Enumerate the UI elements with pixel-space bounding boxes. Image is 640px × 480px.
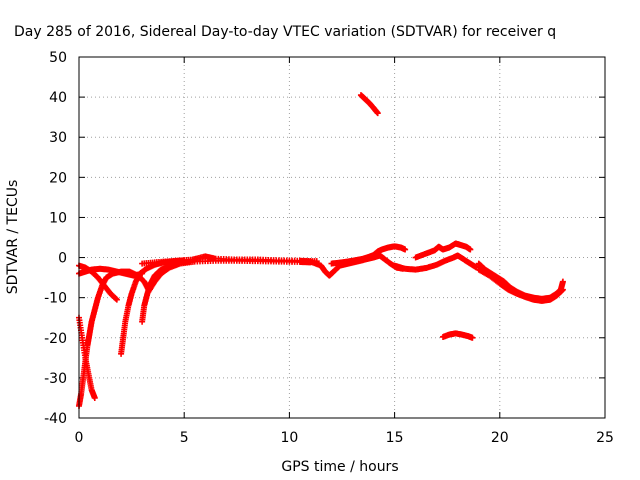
y-tick-label: -40 xyxy=(44,411,67,427)
series-arc-i xyxy=(296,252,407,279)
x-tick-label: 10 xyxy=(280,430,298,446)
data-series xyxy=(76,92,566,409)
y-tick-label: 40 xyxy=(49,90,67,106)
y-tick-label: 30 xyxy=(49,130,67,146)
y-tick-label: 10 xyxy=(49,210,67,226)
series-arc-n xyxy=(439,330,476,341)
y-tick-label: 50 xyxy=(49,50,67,66)
y-axis-label: SDTVAR / TECUs xyxy=(5,180,21,295)
y-tick-label: 0 xyxy=(58,251,67,267)
axis-ticks: 0 5 10 15 20 25 -40 -30 -20 -10 0 10 20 30 40 50 xyxy=(44,50,614,446)
y-tick-label: -20 xyxy=(44,331,67,347)
grid xyxy=(79,57,605,418)
series-arc-l xyxy=(391,252,480,273)
data-point xyxy=(559,286,566,293)
y-tick-label: -10 xyxy=(44,291,67,307)
data-point xyxy=(113,296,120,303)
data-point xyxy=(402,246,409,253)
x-tick-label: 0 xyxy=(75,430,84,446)
series-arc-k xyxy=(357,92,381,117)
x-tick-label: 25 xyxy=(596,430,614,446)
x-axis-label: GPS time / hours xyxy=(281,459,398,475)
x-tick-label: 5 xyxy=(180,430,189,446)
y-tick-label: -30 xyxy=(44,371,67,387)
data-point xyxy=(469,334,476,341)
series-arc-h xyxy=(139,253,320,267)
series-arc-m xyxy=(412,240,474,261)
y-tick-label: 20 xyxy=(49,170,67,186)
x-tick-label: 20 xyxy=(491,430,509,446)
data-point xyxy=(374,110,381,117)
series-arc-p xyxy=(475,266,566,304)
series-arc-j xyxy=(328,243,409,267)
data-point xyxy=(91,394,98,401)
x-tick-label: 15 xyxy=(386,430,404,446)
chart-title: Day 285 of 2016, Sidereal Day-to-day VTE… xyxy=(14,24,556,40)
series-arc-b xyxy=(76,268,152,409)
data-point xyxy=(559,278,566,285)
data-point xyxy=(467,246,474,253)
plot-frame xyxy=(78,56,606,419)
